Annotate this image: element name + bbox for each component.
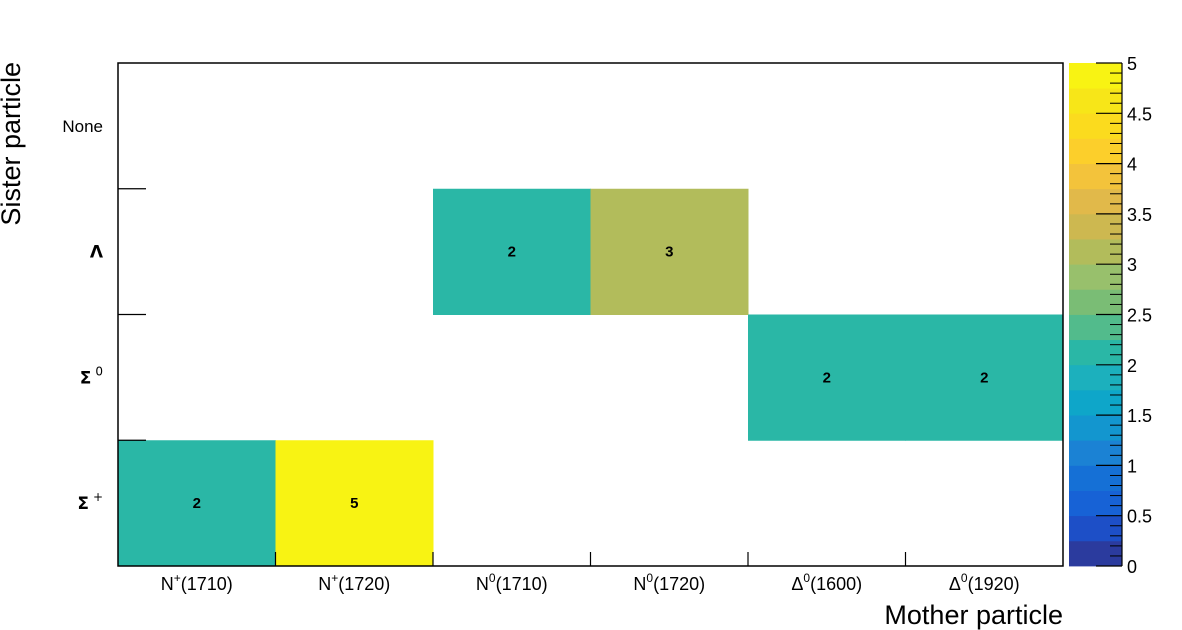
colorbar-segment — [1069, 465, 1122, 491]
heatmap-cell — [433, 188, 591, 315]
colorbar-segment — [1069, 289, 1122, 315]
x-axis-ticks: N+(1710) N+(1720) N0(1710) N0(1720) Δ0(1600)… — [161, 552, 1020, 594]
x-tick-label: N+(1720) — [318, 571, 390, 594]
colorbar-tick-label: 0.5 — [1127, 507, 1152, 527]
y-axis-ticks: Σ + Σ 0 Λ None — [62, 117, 146, 514]
colorbar-segment — [1069, 113, 1122, 139]
colorbar-segment — [1069, 364, 1122, 391]
colorbar-tick-label: 2 — [1127, 356, 1137, 376]
colorbar-segment — [1069, 540, 1122, 567]
heatmap-cell — [905, 314, 1064, 441]
cell-value-label: 2 — [193, 495, 201, 512]
colorbar-segment — [1069, 63, 1122, 89]
heatmap-cell — [590, 188, 749, 315]
heatmap-cell-labels: 2 5 2 3 2 2 — [193, 244, 989, 513]
y-tick-label: None — [62, 117, 103, 136]
colorbar-tick-label: 1.5 — [1127, 406, 1152, 426]
heatmap-cell — [748, 314, 906, 441]
heatmap-cell — [118, 440, 276, 567]
colorbar-tick-label: 3.5 — [1127, 205, 1152, 225]
x-tick-label: N0(1720) — [633, 571, 705, 594]
colorbar-tick-label: 4.5 — [1127, 104, 1152, 124]
colorbar-segment — [1069, 490, 1122, 517]
x-tick-label: Δ0(1600) — [791, 571, 862, 594]
cell-value-label: 2 — [823, 369, 831, 386]
y-axis-title: Sister particle — [0, 62, 26, 226]
colorbar-segment — [1069, 264, 1122, 290]
x-axis-title: Mother particle — [884, 600, 1063, 630]
heatmap-cell — [275, 440, 434, 567]
colorbar-segment — [1069, 88, 1122, 114]
cell-value-label: 2 — [980, 369, 988, 386]
colorbar-segment — [1069, 415, 1122, 441]
colorbar-segment — [1069, 138, 1122, 164]
colorbar-tick-label: 5 — [1127, 54, 1137, 74]
colorbar-tick-label: 4 — [1127, 155, 1137, 175]
colorbar-segment — [1069, 339, 1122, 366]
colorbar-segment — [1069, 314, 1122, 341]
cell-value-label: 2 — [508, 244, 516, 261]
cell-value-label: 5 — [350, 495, 358, 512]
colorbar-segment — [1069, 163, 1122, 190]
colorbar-segment — [1069, 440, 1122, 466]
colorbar-segment — [1069, 239, 1122, 265]
colorbar-segment — [1069, 389, 1122, 416]
colorbar-tick-label: 2.5 — [1127, 306, 1152, 326]
colorbar-tick-label: 1 — [1127, 456, 1137, 476]
colorbar: 0 0.5 1 1.5 2 2.5 3 3.5 4 4.5 5 — [1069, 54, 1152, 577]
x-tick-label: Δ0(1920) — [949, 571, 1020, 594]
colorbar-segment — [1069, 515, 1122, 542]
heatmap-cells — [118, 188, 1064, 567]
y-tick-label: Σ + — [77, 490, 103, 514]
y-tick-label: Λ — [90, 243, 104, 263]
colorbar-segment — [1069, 188, 1122, 215]
colorbar-segment — [1069, 213, 1122, 240]
x-tick-label: N0(1710) — [476, 571, 548, 594]
cell-value-label: 3 — [665, 244, 673, 261]
x-tick-label: N+(1710) — [161, 571, 233, 594]
colorbar-tick-label: 0 — [1127, 557, 1137, 577]
colorbar-tick-label: 3 — [1127, 255, 1137, 275]
